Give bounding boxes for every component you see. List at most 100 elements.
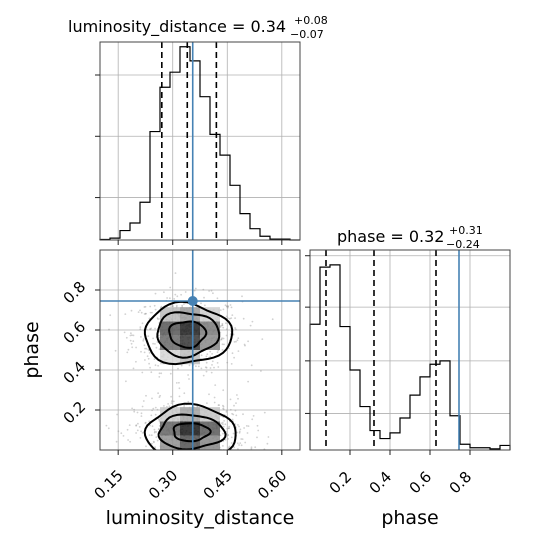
scatter-point <box>135 432 138 434</box>
x-tick-label: 0.8 <box>446 468 476 498</box>
scatter-point <box>247 425 250 427</box>
scatter-point <box>153 358 156 360</box>
scatter-point <box>228 317 231 320</box>
scatter-point <box>133 408 136 411</box>
scatter-point <box>210 289 213 292</box>
scatter-point <box>241 438 244 440</box>
scatter-point <box>230 442 233 444</box>
scatter-point <box>135 424 138 427</box>
scatter-point <box>237 337 240 340</box>
scatter-point <box>165 465 167 467</box>
scatter-point <box>142 338 145 341</box>
scatter-point <box>256 424 259 427</box>
scatter-point <box>236 394 238 396</box>
scatter-point <box>175 382 178 384</box>
scatter-point <box>107 427 110 430</box>
density-cell <box>200 335 220 350</box>
x-tick-label: 0.6 <box>406 468 436 498</box>
scatter-point <box>194 461 196 463</box>
scatter-point <box>173 467 175 469</box>
truth-marker <box>187 296 198 306</box>
scatter-point <box>210 371 213 374</box>
x-tick-label: 0.4 <box>366 468 396 498</box>
density-cell <box>200 321 220 336</box>
panel-frame <box>99 41 301 241</box>
scatter-point <box>166 297 169 299</box>
scatter-point <box>215 458 217 460</box>
scatter-point <box>221 322 224 325</box>
density-contour <box>143 300 234 366</box>
x-axis-label-phase: phase <box>381 507 438 529</box>
scatter-point <box>266 442 269 445</box>
scatter-point <box>151 425 154 428</box>
scatter-point <box>110 459 112 461</box>
scatter-point <box>224 423 227 426</box>
scatter-point <box>153 431 156 434</box>
luminosity-distance-histogram-line <box>99 46 300 241</box>
scatter-point <box>234 317 237 319</box>
scatter-point <box>153 441 155 444</box>
y-tick-label: 0.8 <box>60 278 90 308</box>
scatter-point <box>137 311 140 313</box>
scatter-point <box>241 295 243 298</box>
scatter-point <box>140 430 143 433</box>
scatter-point <box>155 436 158 439</box>
scatter-point <box>191 457 193 459</box>
scatter-point <box>227 305 230 308</box>
scatter-point <box>141 405 144 408</box>
scatter-point <box>226 427 229 430</box>
scatter-point <box>152 440 155 443</box>
scatter-point <box>114 349 117 352</box>
scatter-point <box>178 381 180 384</box>
scatter-point <box>220 454 222 456</box>
scatter-point <box>204 304 206 307</box>
scatter-point <box>159 466 161 468</box>
scatter-point <box>137 422 139 425</box>
scatter-point <box>202 456 204 458</box>
scatter-point <box>205 366 208 369</box>
scatter-point <box>155 431 158 433</box>
scatter-point <box>206 402 208 404</box>
scatter-point <box>155 459 157 461</box>
scatter-point <box>153 304 156 307</box>
title-phase-plus: +0.31 <box>449 224 483 237</box>
scatter-point <box>141 371 144 374</box>
scatter-point <box>202 374 205 377</box>
joint-inner <box>92 250 300 469</box>
scatter-point <box>235 328 237 331</box>
title-phase-minus: −0.24 <box>446 238 480 251</box>
x-tick-label: 0.30 <box>145 466 181 502</box>
scatter-point <box>151 409 154 412</box>
scatter-point <box>148 352 151 354</box>
scatter-point <box>156 439 159 442</box>
scatter-point <box>180 364 183 367</box>
scatter-point <box>129 339 132 342</box>
scatter-point <box>141 432 144 434</box>
scatter-point <box>233 404 235 407</box>
scatter-point <box>256 436 258 439</box>
scatter-point <box>174 293 177 296</box>
scatter-point <box>150 434 153 437</box>
scatter-point <box>187 452 189 454</box>
scatter-point <box>127 439 129 441</box>
scatter-point <box>92 312 94 314</box>
scatter-point <box>157 453 159 455</box>
scatter-point <box>200 462 202 464</box>
scatter-point <box>170 400 173 403</box>
density-cell <box>160 335 180 350</box>
scatter-point <box>233 446 236 449</box>
scatter-point <box>149 328 152 331</box>
scatter-point <box>141 322 144 325</box>
scatter-point <box>151 311 153 314</box>
scatter-point <box>157 364 160 367</box>
scatter-point <box>232 413 235 416</box>
density-contour <box>172 422 212 443</box>
scatter-point <box>156 458 158 460</box>
y-axis-label-phase: phase <box>21 321 43 378</box>
scatter-point <box>200 451 202 453</box>
scatter-point <box>174 272 177 274</box>
scatter-point <box>239 442 242 444</box>
x-tick-label: 0.2 <box>326 468 356 498</box>
scatter-point <box>212 457 214 459</box>
scatter-point <box>230 452 232 454</box>
